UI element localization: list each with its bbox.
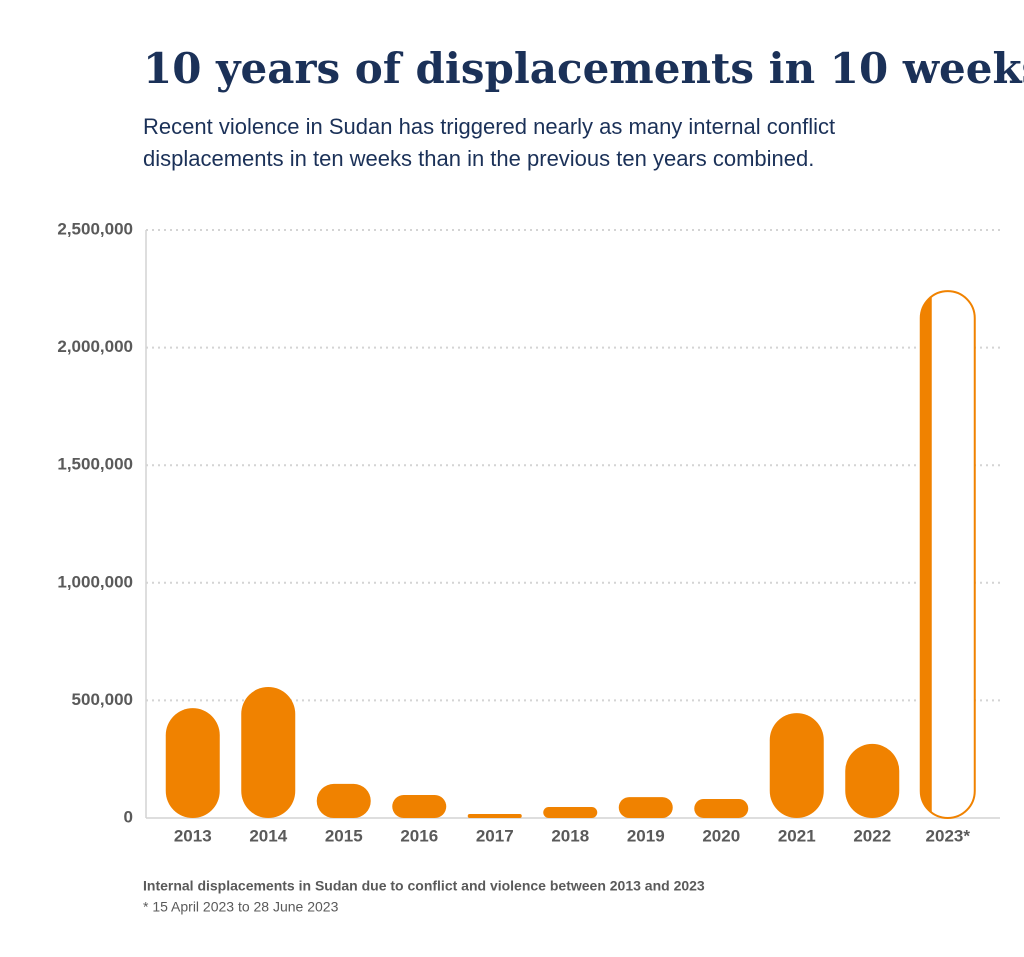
chart-subtitle: displacements in ten weeks than in the p… (143, 146, 814, 171)
chart-title: 10 years of displacements in 10 weeks (143, 44, 1024, 93)
y-tick-label: 1,500,000 (57, 455, 133, 474)
bar-stripe (920, 291, 932, 819)
bar (241, 686, 296, 818)
x-tick-label: 2015 (325, 826, 363, 845)
footnote: * 15 April 2023 to 28 June 2023 (143, 899, 339, 915)
x-tick-label: 2019 (627, 826, 665, 845)
x-tick-label: 2018 (551, 826, 589, 845)
bar (694, 798, 749, 818)
y-tick-label: 1,000,000 (57, 572, 133, 591)
bar (392, 794, 447, 818)
x-tick-label: 2017 (476, 826, 514, 845)
y-tick-label: 500,000 (72, 690, 133, 709)
y-tick-label: 0 (124, 807, 133, 826)
bar (543, 806, 598, 818)
bar (316, 783, 371, 818)
bar (845, 743, 900, 818)
caption: Internal displacements in Sudan due to c… (143, 878, 705, 894)
x-tick-label: 2016 (400, 826, 438, 845)
x-tick-label: 2014 (249, 826, 287, 845)
y-tick-label: 2,000,000 (57, 337, 133, 356)
x-tick-label: 2023* (926, 826, 971, 845)
y-tick-label: 2,500,000 (57, 219, 133, 238)
x-tick-label: 2013 (174, 826, 212, 845)
bar (467, 814, 522, 818)
x-tick-label: 2021 (778, 826, 816, 845)
bar (618, 797, 673, 818)
x-tick-label: 2022 (853, 826, 891, 845)
bar (769, 713, 824, 818)
x-tick-label: 2020 (702, 826, 740, 845)
chart-subtitle: Recent violence in Sudan has triggered n… (143, 114, 835, 139)
bar (165, 708, 220, 818)
